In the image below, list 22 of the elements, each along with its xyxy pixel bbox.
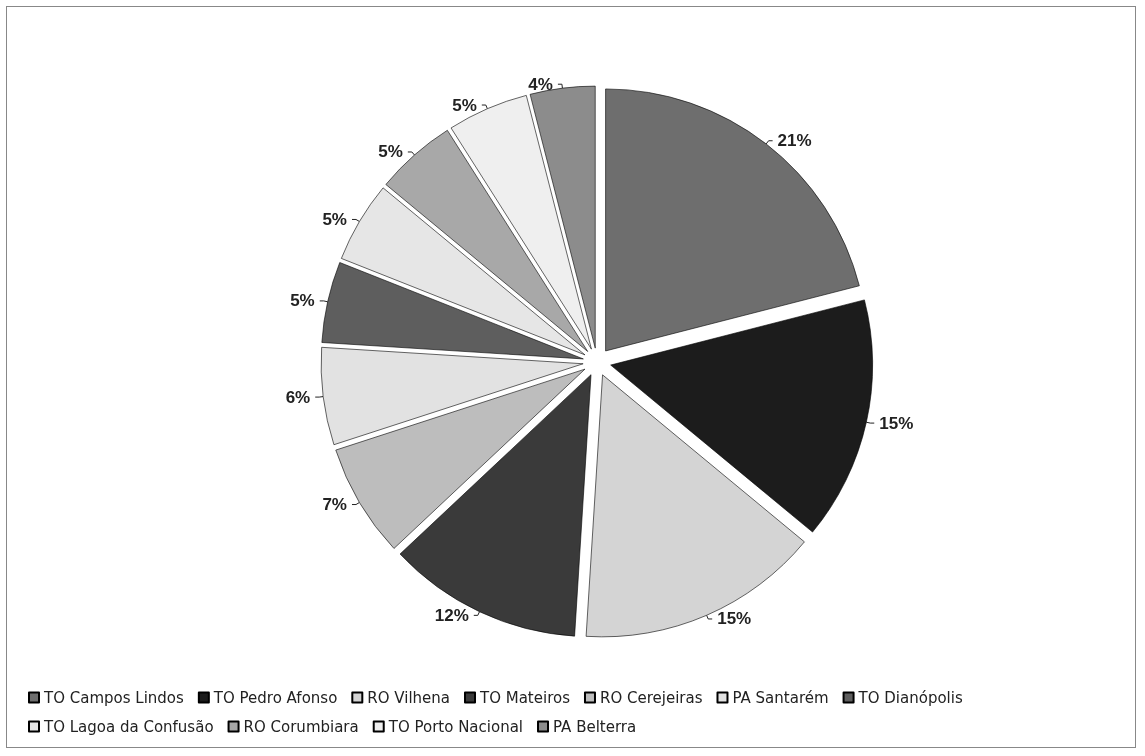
data-label: 21% (777, 131, 812, 151)
legend-label: TO Pedro Afonso (212, 688, 338, 707)
legend-label: RO Cerejeiras (599, 688, 703, 707)
data-label: 4% (528, 74, 553, 94)
data-label: 7% (322, 495, 347, 515)
data-label: 5% (452, 95, 477, 115)
legend-label: RO Corumbiara (243, 717, 359, 736)
legend-label: RO Vilhena (367, 688, 451, 707)
data-label: 6% (285, 387, 311, 407)
legend-label: TO Porto Nacional (387, 717, 524, 736)
legend-label: TO Dianópolis (857, 688, 963, 707)
data-label: 5% (378, 142, 403, 162)
data-label: 15% (717, 609, 752, 629)
data-label: 15% (879, 413, 914, 433)
legend-label: TO Campos Lindos (43, 688, 185, 707)
data-label: 5% (322, 209, 347, 229)
legend-label: PA Santarém (732, 688, 829, 707)
legend-label: TO Lagoa da Confusão (43, 717, 214, 736)
data-label: 12% (434, 605, 469, 625)
data-label: 5% (290, 291, 315, 311)
legend-label: TO Mateiros (479, 688, 571, 707)
legend-label: PA Belterra (553, 717, 637, 736)
